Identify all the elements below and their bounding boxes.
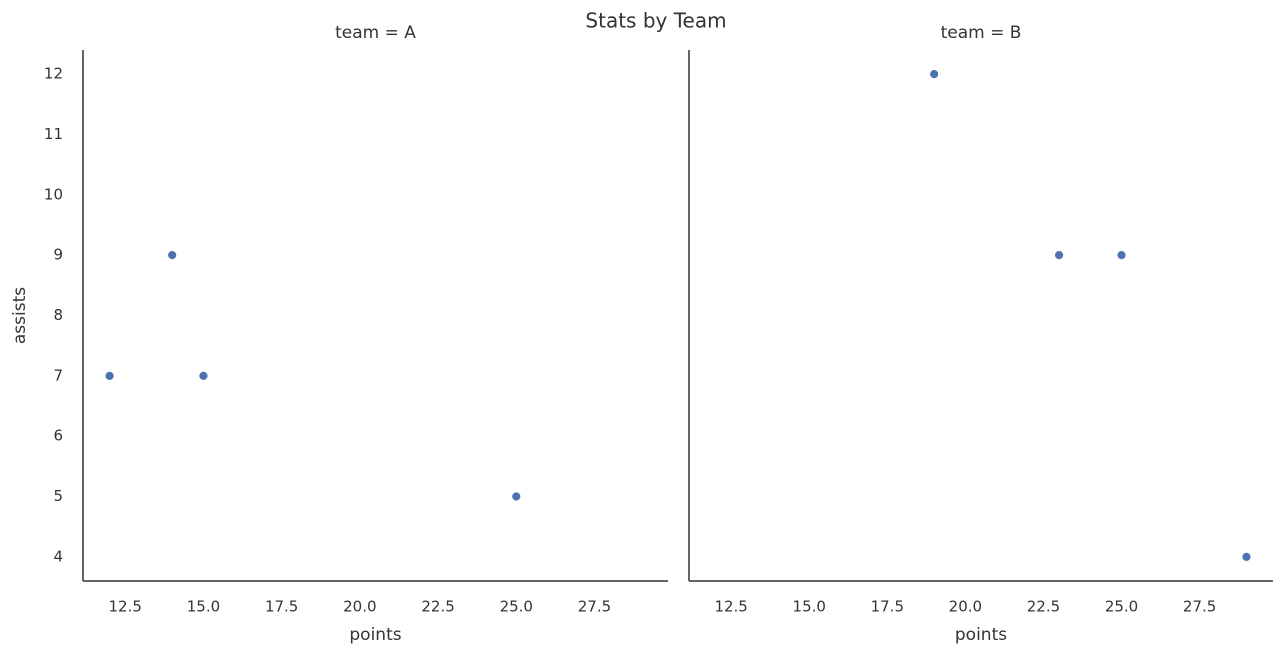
y-tick-label: 8 xyxy=(53,306,63,324)
y-tick-label: 11 xyxy=(44,125,63,143)
point xyxy=(198,370,209,381)
panel-title: team = A xyxy=(335,23,416,43)
point xyxy=(929,69,940,80)
x-tick-label: 25.0 xyxy=(500,598,533,616)
x-tick-label: 15.0 xyxy=(187,598,220,616)
figure-title: Stats by Team xyxy=(585,9,726,33)
x-tick-label: 27.5 xyxy=(578,598,611,616)
x-tick-label: 12.5 xyxy=(714,598,747,616)
x-tick-label: 20.0 xyxy=(949,598,982,616)
y-tick-label: 5 xyxy=(53,487,63,505)
x-tick-label: 27.5 xyxy=(1183,598,1216,616)
y-tick-label: 4 xyxy=(53,547,63,565)
y-tick-label: 7 xyxy=(53,366,63,384)
point xyxy=(1116,250,1127,261)
x-tick-label: 22.5 xyxy=(421,598,454,616)
point xyxy=(1054,250,1064,261)
x-axis-label: points xyxy=(955,625,1007,645)
x-tick-label: 12.5 xyxy=(109,598,142,616)
x-tick-label: 25.0 xyxy=(1105,598,1138,616)
point xyxy=(511,491,522,502)
panel-title: team = B xyxy=(941,23,1022,43)
x-tick-label: 17.5 xyxy=(265,598,298,616)
x-tick-label: 22.5 xyxy=(1027,598,1060,616)
point xyxy=(167,250,178,261)
point xyxy=(1241,551,1252,562)
y-tick-label: 12 xyxy=(44,65,63,83)
x-axis-label: points xyxy=(349,625,401,645)
x-tick-label: 20.0 xyxy=(343,598,376,616)
y-tick-label: 6 xyxy=(53,427,63,445)
point xyxy=(104,370,115,381)
x-tick-label: 15.0 xyxy=(793,598,826,616)
y-tick-label: 10 xyxy=(44,185,63,203)
y-tick-label: 9 xyxy=(53,246,63,264)
x-tick-label: 17.5 xyxy=(871,598,904,616)
y-axis-label: assists xyxy=(10,287,30,344)
